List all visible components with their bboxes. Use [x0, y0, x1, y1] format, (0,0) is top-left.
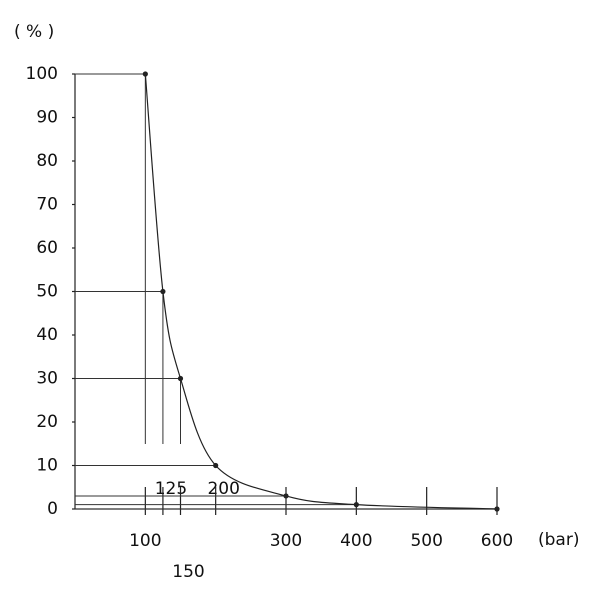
y-tick-label: 60 [36, 238, 58, 258]
point [353, 502, 359, 508]
x-axis-label: (bar) [538, 530, 579, 550]
x-tick-label: 600 [481, 531, 513, 551]
x-tick-label: 100 [129, 531, 161, 551]
point [213, 462, 219, 469]
y-axis-label: ( % ) [14, 22, 54, 42]
x-tick-label: 150 [172, 562, 204, 582]
point [283, 493, 289, 499]
point [142, 71, 148, 77]
y-tick-label: 70 [36, 195, 58, 215]
point [494, 506, 500, 512]
y-tick-label: 80 [36, 151, 58, 171]
y-tick-label: 40 [36, 325, 58, 345]
y-tick-label: 90 [36, 108, 58, 128]
y-tick-label: 10 [36, 456, 58, 476]
y-tick-label: 30 [36, 369, 58, 389]
point [177, 375, 184, 382]
y-tick-label: 20 [36, 412, 58, 432]
y-tick-label: 100 [26, 64, 58, 84]
y-tick-label: 50 [36, 282, 58, 302]
curve [144, 73, 498, 510]
y-tick-label: 0 [47, 499, 58, 519]
x-tick-label: 500 [410, 531, 442, 551]
x-tick-label: 400 [340, 531, 372, 551]
point [160, 288, 166, 295]
x-tick-label: 300 [270, 531, 302, 551]
